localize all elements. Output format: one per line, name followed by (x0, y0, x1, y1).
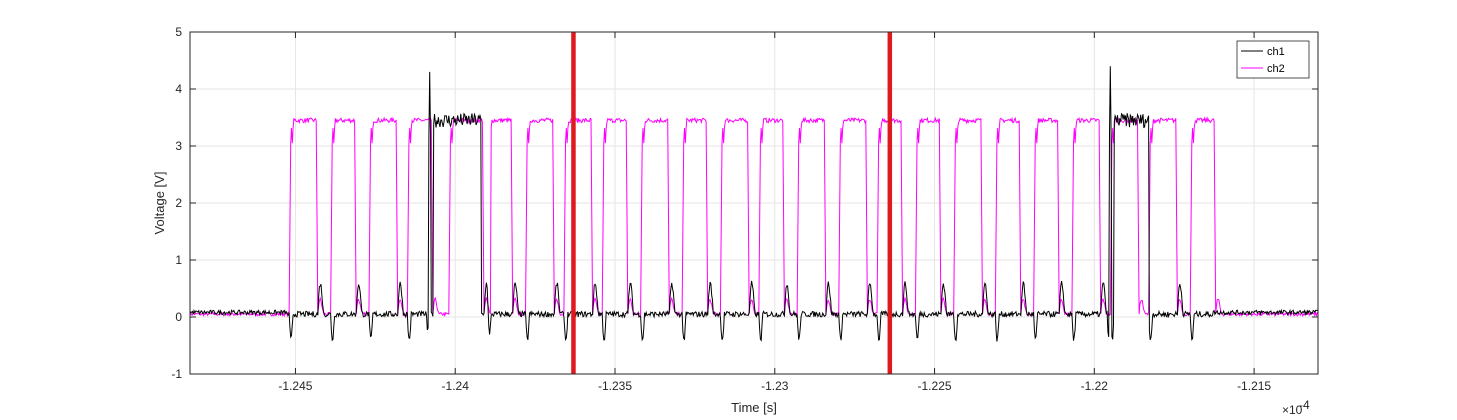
y-tick-label: 3 (175, 139, 182, 153)
y-tick-label: -1 (171, 367, 182, 381)
y-tick-label: 0 (175, 310, 182, 324)
y-axis-label: Voltage [V] (152, 172, 167, 235)
y-tick-label: 4 (175, 82, 182, 96)
x-exponent-base: ×10 (1282, 403, 1303, 417)
tick-layer: -1.245 -1.24 -1.235 -1.23 -1.225 -1.22 -1.215 -… (171, 25, 1318, 393)
y-tick-label: 1 (175, 253, 182, 267)
x-tick-label: -1.225 (918, 379, 952, 393)
legend-label-ch1: ch1 (1267, 46, 1285, 58)
x-tick-label: -1.23 (761, 379, 789, 393)
x-tick-label: -1.24 (442, 379, 470, 393)
x-axis-label: Time [s] (731, 400, 777, 415)
legend-label-ch2: ch2 (1267, 63, 1285, 75)
x-tick-label: -1.215 (1237, 379, 1271, 393)
x-tick-label: -1.22 (1081, 379, 1109, 393)
x-tick-label: -1.235 (598, 379, 632, 393)
legend: ch1 ch2 (1236, 40, 1310, 79)
series-line-ch1 (190, 66, 1318, 342)
y-tick-label: 5 (175, 25, 182, 39)
plot-area (190, 32, 1318, 374)
x-exponent-power: -4 (1299, 398, 1310, 412)
x-tick-label: -1.245 (278, 379, 312, 393)
y-tick-label: 2 (175, 196, 182, 210)
legend-box (1236, 40, 1310, 79)
